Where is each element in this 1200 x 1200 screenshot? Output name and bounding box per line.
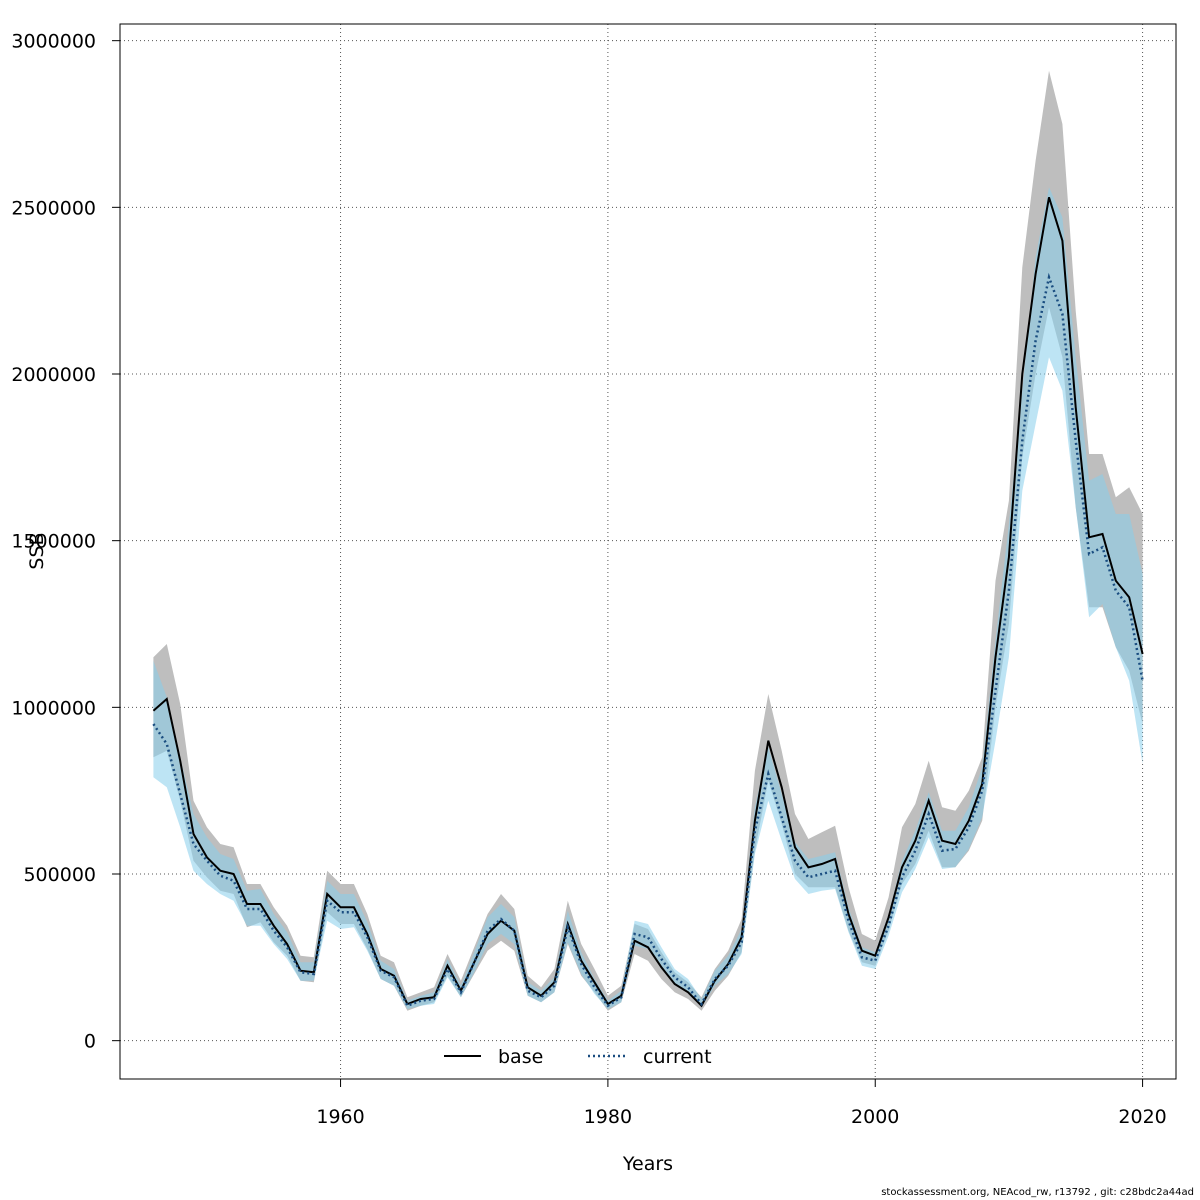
x-tick-label: 1980 [584, 1106, 632, 1128]
x-tick-label: 1960 [316, 1106, 364, 1128]
footer-credit: stockassessment.org, NEAcod_rw, r13792 ,… [881, 1187, 1194, 1198]
y-tick-label: 2000000 [11, 364, 96, 386]
y-axis: 0 500000 1000000 1500000 2000000 2500000 30000… [11, 31, 120, 1053]
x-tick-label: 2000 [851, 1106, 899, 1128]
y-tick-label: 3000000 [11, 31, 96, 53]
y-tick-label: 0 [84, 1031, 96, 1053]
series-lines [152, 197, 1144, 1008]
x-tick-label: 2020 [1118, 1106, 1166, 1128]
legend-label-current: current [643, 1046, 712, 1068]
band-current [153, 187, 1143, 1010]
y-tick-label: 500000 [23, 864, 96, 886]
plot-frame [119, 23, 1177, 1080]
legend-label-base: base [498, 1046, 543, 1068]
confidence-bands [153, 70, 1143, 1011]
x-axis-label: Years [622, 1153, 673, 1175]
y-tick-label: 1000000 [11, 697, 96, 719]
line-base [152, 197, 1144, 1008]
y-tick-label: 1500000 [11, 531, 96, 553]
legend: base current [444, 1046, 712, 1068]
y-axis-label: SSB [26, 532, 48, 569]
line-current [152, 272, 1144, 1008]
x-axis: 1960 1980 2000 2020 [316, 1079, 1167, 1128]
y-tick-label: 2500000 [11, 197, 96, 219]
grid-lines [120, 24, 1176, 1079]
